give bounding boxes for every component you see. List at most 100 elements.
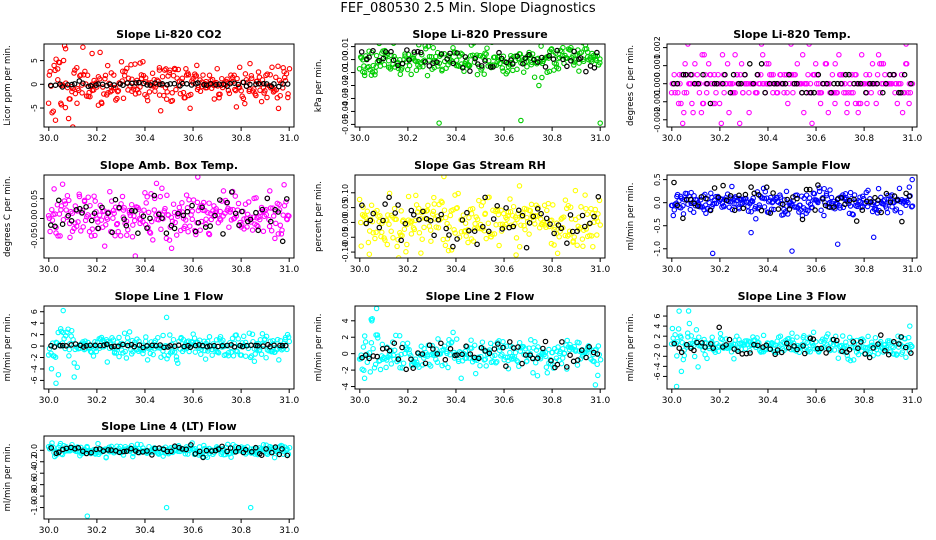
data-point [220, 188, 227, 194]
data-point [468, 211, 475, 217]
data-point [356, 196, 363, 203]
data-point [880, 198, 887, 204]
data-point [479, 339, 486, 345]
data-point-black [88, 449, 95, 456]
data-point-black [530, 213, 537, 220]
data-point [385, 57, 392, 64]
data-point-black [550, 56, 557, 62]
data-point [875, 185, 882, 192]
data-point [97, 49, 103, 56]
data-point [856, 100, 862, 107]
data-point-black [831, 80, 837, 87]
data-point [179, 75, 186, 82]
data-point [719, 52, 726, 58]
data-point [683, 89, 690, 96]
data-point [283, 70, 290, 77]
data-point-black [567, 212, 574, 218]
plot-frame [43, 43, 295, 128]
data-point [462, 220, 469, 226]
data-point-black [195, 220, 202, 226]
data-point [231, 72, 237, 79]
data-point-black [554, 47, 560, 54]
data-point [712, 349, 719, 355]
y-tick-label: 0.5 [653, 173, 662, 186]
data-point [471, 342, 478, 349]
data-point-black [268, 449, 275, 456]
data-point [681, 109, 687, 116]
data-point [909, 176, 915, 183]
data-point-black [227, 445, 234, 451]
data-point [55, 371, 62, 378]
data-point-black [694, 203, 701, 209]
data-point [225, 350, 232, 356]
y-tick-label: 5 [30, 58, 39, 63]
data-point [418, 209, 425, 216]
data-point [843, 89, 849, 96]
data-point [675, 89, 681, 96]
data-point-black [772, 351, 779, 358]
data-point [277, 222, 284, 229]
data-point [594, 232, 600, 238]
data-point-black [812, 207, 818, 213]
data-point [386, 221, 392, 228]
data-point [811, 71, 818, 78]
data-point-black [543, 215, 550, 222]
data-point-black [820, 80, 826, 87]
data-point [142, 75, 149, 81]
data-point [491, 231, 498, 237]
data-point [889, 343, 895, 350]
data-point-black [242, 446, 249, 453]
panel-title: Slope Line 1 Flow [115, 290, 224, 303]
data-point [877, 89, 883, 96]
data-point [832, 100, 838, 107]
y-tick-label: -0.05 [341, 227, 350, 248]
data-point [690, 109, 696, 116]
data-point [809, 120, 815, 127]
data-point [285, 451, 292, 457]
data-point [234, 348, 240, 355]
data-point [670, 212, 677, 219]
data-point [257, 216, 263, 223]
data-point-black [742, 191, 749, 198]
data-point-black [72, 341, 79, 347]
data-point [403, 249, 409, 255]
y-tick-label: -4 [341, 383, 350, 391]
data-point-black [219, 443, 225, 450]
data-point [63, 207, 69, 213]
data-point-black [803, 89, 810, 96]
data-point [186, 197, 192, 203]
data-point [483, 363, 489, 369]
data-point [445, 247, 452, 254]
data-point [551, 67, 557, 73]
data-point [375, 335, 381, 341]
data-point-black [420, 208, 426, 215]
data-point-black [112, 196, 119, 203]
x-tick-label: 30.8 [854, 265, 874, 275]
data-point-black [674, 80, 681, 87]
data-point [433, 346, 439, 352]
data-point [588, 205, 594, 212]
data-point-black [168, 448, 174, 455]
data-point [200, 72, 206, 78]
data-point [74, 100, 80, 107]
data-point-black [711, 185, 718, 191]
data-point-black [567, 352, 573, 359]
data-point-black [52, 82, 59, 89]
data-point [550, 202, 556, 208]
data-point [263, 206, 269, 213]
data-point [361, 367, 367, 374]
data-point [672, 332, 678, 338]
data-point-black [152, 80, 158, 86]
data-point [421, 224, 427, 231]
data-point [909, 203, 916, 209]
data-point [275, 231, 282, 237]
data-point-black [859, 207, 866, 214]
data-point-black [171, 225, 178, 232]
y-tick-label: 2 [30, 332, 39, 337]
x-tick-label: 31.0 [279, 396, 299, 406]
data-point [206, 334, 213, 340]
x-tick-label: 30.2 [87, 265, 107, 275]
data-point-black [438, 340, 444, 347]
data-point [468, 345, 475, 351]
data-point [369, 318, 375, 324]
